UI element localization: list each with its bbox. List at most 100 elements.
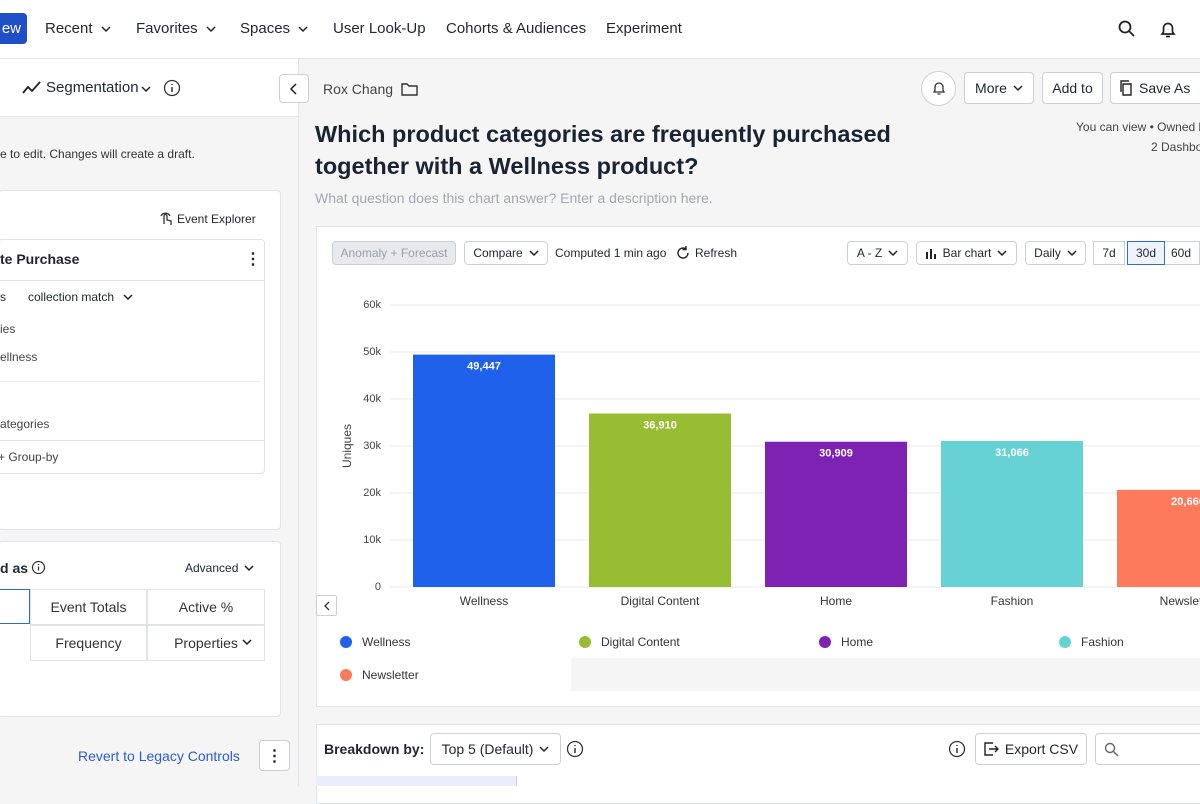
chart: 0 10k 20k 30k 40k 50k 60k Uniques 49,447 Wellness… <box>340 299 1200 608</box>
interval-label: Daily <box>1034 246 1061 260</box>
legend-swatch <box>340 636 352 648</box>
y-tick-label: 60k <box>363 299 381 311</box>
legend-label[interactable]: Newsletter <box>362 668 419 682</box>
event-box <box>0 239 265 474</box>
event-box-header <box>0 240 264 281</box>
caret <box>1013 85 1023 92</box>
x-tick-label: Newsletter <box>1160 594 1200 608</box>
interval-button[interactable]: Daily <box>1025 241 1086 265</box>
chart-type[interactable]: Segmentation <box>46 79 139 96</box>
legend-swatch <box>579 636 591 648</box>
legend-swatch <box>819 636 831 648</box>
metric-option[interactable]: Event Totals <box>30 589 147 625</box>
legend-label[interactable]: Home <box>841 635 874 649</box>
explorer-icon <box>160 212 172 225</box>
x-tick-label: Wellness <box>460 594 508 608</box>
filter-op[interactable]: collection match <box>28 290 115 304</box>
legend-label[interactable]: Fashion <box>1081 635 1124 649</box>
computed: Computed 1 min ago <box>555 246 667 260</box>
measured-as: d as <box>0 560 29 576</box>
legend-label[interactable]: Wellness <box>362 635 411 649</box>
nav-item[interactable]: Spaces <box>240 20 291 37</box>
breakdown-select[interactable]: Top 5 (Default) <box>430 733 561 765</box>
nav-item[interactable]: User Look-Up <box>333 20 426 37</box>
group-by[interactable]: + Group-by <box>0 450 59 464</box>
new-button[interactable]: ew <box>0 13 27 44</box>
refresh[interactable]: Refresh <box>695 246 738 260</box>
metric-option[interactable]: Frequency <box>30 625 147 661</box>
y-tick-label: 30k <box>363 440 381 452</box>
more-menu[interactable]: ⋮ <box>259 740 290 771</box>
export-icon <box>984 742 999 756</box>
event-name[interactable]: te Purchase <box>0 251 80 267</box>
more-label: More <box>975 80 1007 96</box>
y-axis-label: Uniques <box>340 424 354 468</box>
bar <box>1117 489 1200 587</box>
metric-selected[interactable] <box>0 589 30 624</box>
top-nav <box>0 0 1200 59</box>
search-icon[interactable] <box>1118 20 1136 38</box>
collapse-button[interactable] <box>279 74 309 103</box>
permissions: You can view • Owned b <box>1076 120 1200 134</box>
info-icon[interactable] <box>163 79 181 97</box>
scroll-left[interactable] <box>316 595 337 616</box>
y-tick-label: 0 <box>375 581 381 593</box>
segmentation-icon <box>22 81 41 94</box>
refresh-icon[interactable] <box>676 246 690 260</box>
save-as-button[interactable]: Save As <box>1110 72 1200 104</box>
nav-item[interactable]: Favorites <box>136 20 198 37</box>
chart-kind-label: Bar chart <box>942 246 992 260</box>
info-icon[interactable] <box>948 740 966 758</box>
y-tick-label: 50k <box>363 346 381 358</box>
copy-icon <box>1120 80 1132 96</box>
x-tick-label: Fashion <box>991 594 1034 608</box>
bar <box>765 441 907 587</box>
table-head <box>316 776 517 786</box>
dashboards[interactable]: 2 Dashbo <box>1151 140 1200 154</box>
nav-item[interactable]: Experiment <box>606 20 682 37</box>
caret <box>244 565 254 572</box>
info-icon[interactable] <box>31 560 46 575</box>
y-tick-label: 40k <box>363 393 381 405</box>
caret <box>529 250 539 257</box>
compare-button[interactable]: Compare <box>464 241 548 265</box>
event-explorer[interactable]: Event Explorer <box>177 212 256 226</box>
description[interactable]: What question does this chart answer? En… <box>315 190 713 206</box>
add-to-button[interactable]: Add to <box>1042 72 1103 104</box>
sort-label: A - Z <box>856 246 883 260</box>
range-option[interactable]: 7d <box>1093 241 1125 265</box>
metric-option[interactable]: Properties <box>147 625 265 661</box>
sort-button[interactable]: A - Z <box>847 241 908 265</box>
more-button[interactable]: More <box>964 72 1034 104</box>
kebab[interactable]: ⋮ <box>245 251 261 268</box>
caret <box>298 26 308 33</box>
metric-option[interactable]: Active % <box>147 589 265 625</box>
value-label: 30,909 <box>819 448 853 460</box>
info-icon[interactable] <box>566 740 584 758</box>
legend-label[interactable]: Digital Content <box>601 635 680 649</box>
caret <box>997 250 1007 257</box>
group-prop: ategories <box>0 417 50 431</box>
legend-swatch <box>1059 636 1071 648</box>
bar <box>413 354 555 587</box>
value-label: 36,910 <box>643 419 677 431</box>
range-option[interactable]: 30d <box>1127 241 1165 265</box>
folder-icon[interactable] <box>401 82 418 96</box>
nav-item[interactable]: Recent <box>45 20 93 37</box>
bar <box>589 413 731 587</box>
advanced[interactable]: Advanced <box>185 561 239 575</box>
search-field[interactable] <box>1095 733 1200 765</box>
x-tick-label: Home <box>820 594 852 608</box>
bell-icon[interactable] <box>1159 20 1177 39</box>
range-option[interactable]: 60d <box>1162 241 1200 265</box>
nav-item[interactable]: Cohorts & Audiences <box>446 20 587 37</box>
y-tick-label: 20k <box>363 487 381 499</box>
caret <box>242 639 252 646</box>
export-button[interactable]: Export CSV <box>975 733 1087 765</box>
save-as-label: Save As <box>1139 80 1191 96</box>
alert-button[interactable] <box>921 71 956 106</box>
revert-link[interactable]: Revert to Legacy Controls <box>78 748 240 764</box>
chart-kind-button[interactable]: Bar chart <box>916 241 1017 265</box>
divider <box>0 381 260 382</box>
owner[interactable]: Rox Chang <box>323 81 394 97</box>
